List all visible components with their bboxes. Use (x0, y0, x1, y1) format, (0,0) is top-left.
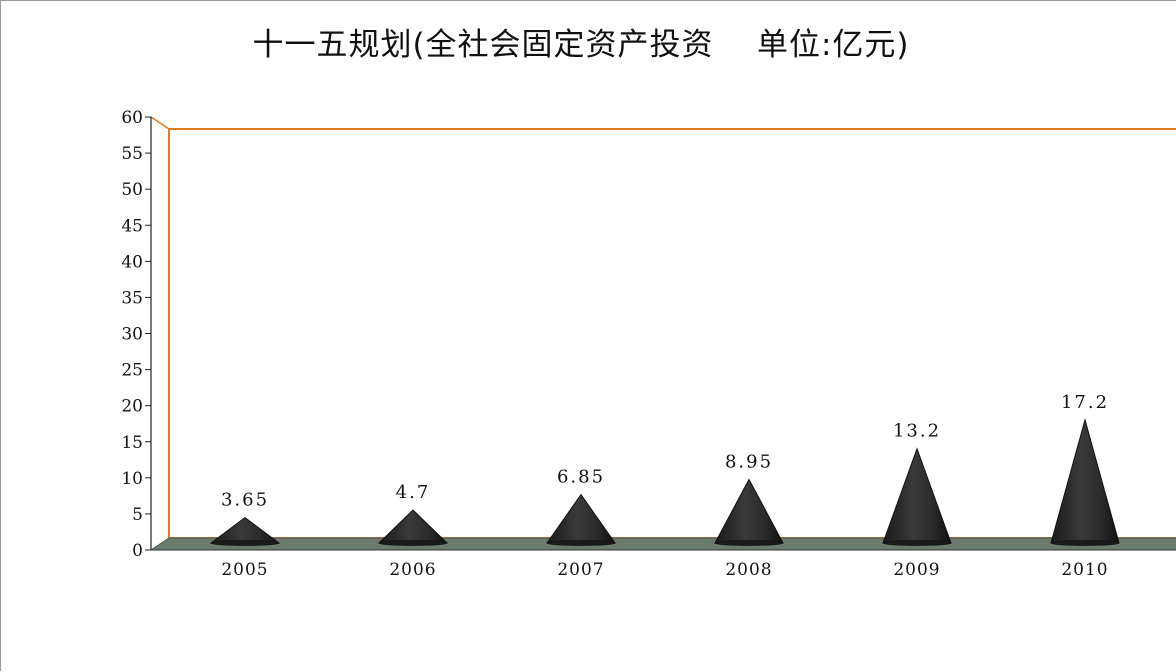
y-axis: 0 5 10 15 20 25 30 35 40 45 50 55 60 (121, 108, 152, 561)
x-tick-label: 2007 (557, 560, 604, 580)
chart-labels: 3.65 2005 4.7 2006 6.85 2007 8.95 2008 13.2 2009 1… (221, 392, 1109, 580)
back-wall (168, 128, 1176, 539)
y-tick-label: 45 (121, 216, 143, 236)
bar-cone (714, 478, 784, 546)
y-tick-label: 5 (132, 505, 143, 525)
y-tick-label: 55 (121, 144, 143, 164)
bar-cone-base (546, 540, 616, 546)
y-tick-label: 40 (121, 252, 143, 272)
chart-walls (149, 116, 1176, 551)
data-label: 3.65 (221, 490, 269, 511)
bar-cone-base (882, 540, 952, 546)
x-tick-label: 2006 (389, 560, 436, 580)
bar-cone (546, 493, 616, 546)
x-tick-label: 2005 (221, 560, 268, 580)
chart-title: 十一五规划(全社会固定资产投资 单位:亿元) (252, 27, 910, 63)
data-label: 17.2 (1061, 392, 1109, 413)
y-tick-label: 30 (121, 325, 143, 345)
x-tick-label: 2010 (1061, 560, 1108, 580)
y-tick-label: 10 (121, 469, 143, 489)
chart-floor (149, 537, 1176, 551)
bar-cone-base (714, 540, 784, 546)
y-tick-label: 15 (121, 433, 143, 453)
bar-cone-base (378, 540, 448, 546)
bar-cone (377, 509, 449, 546)
x-tick-label: 2008 (725, 560, 772, 580)
data-label: 4.7 (396, 482, 431, 503)
bar-cone-base (1050, 540, 1120, 546)
bar-cone (882, 447, 952, 546)
data-label: 6.85 (557, 467, 605, 488)
chart-marks (209, 417, 1120, 546)
y-tick-label: 0 (132, 541, 143, 561)
x-tick-label: 2009 (893, 560, 940, 580)
bar-cone-base (210, 540, 280, 546)
data-label: 8.95 (725, 451, 773, 472)
y-tick-label: 20 (121, 397, 143, 417)
y-tick-label: 50 (121, 180, 143, 200)
y-tick-label: 25 (121, 361, 143, 381)
y-tick-label: 60 (121, 108, 143, 128)
side-wall-top-edge (150, 116, 170, 130)
data-label: 13.2 (893, 421, 941, 442)
bar-cone (1050, 417, 1120, 546)
y-tick-label: 35 (121, 288, 143, 308)
